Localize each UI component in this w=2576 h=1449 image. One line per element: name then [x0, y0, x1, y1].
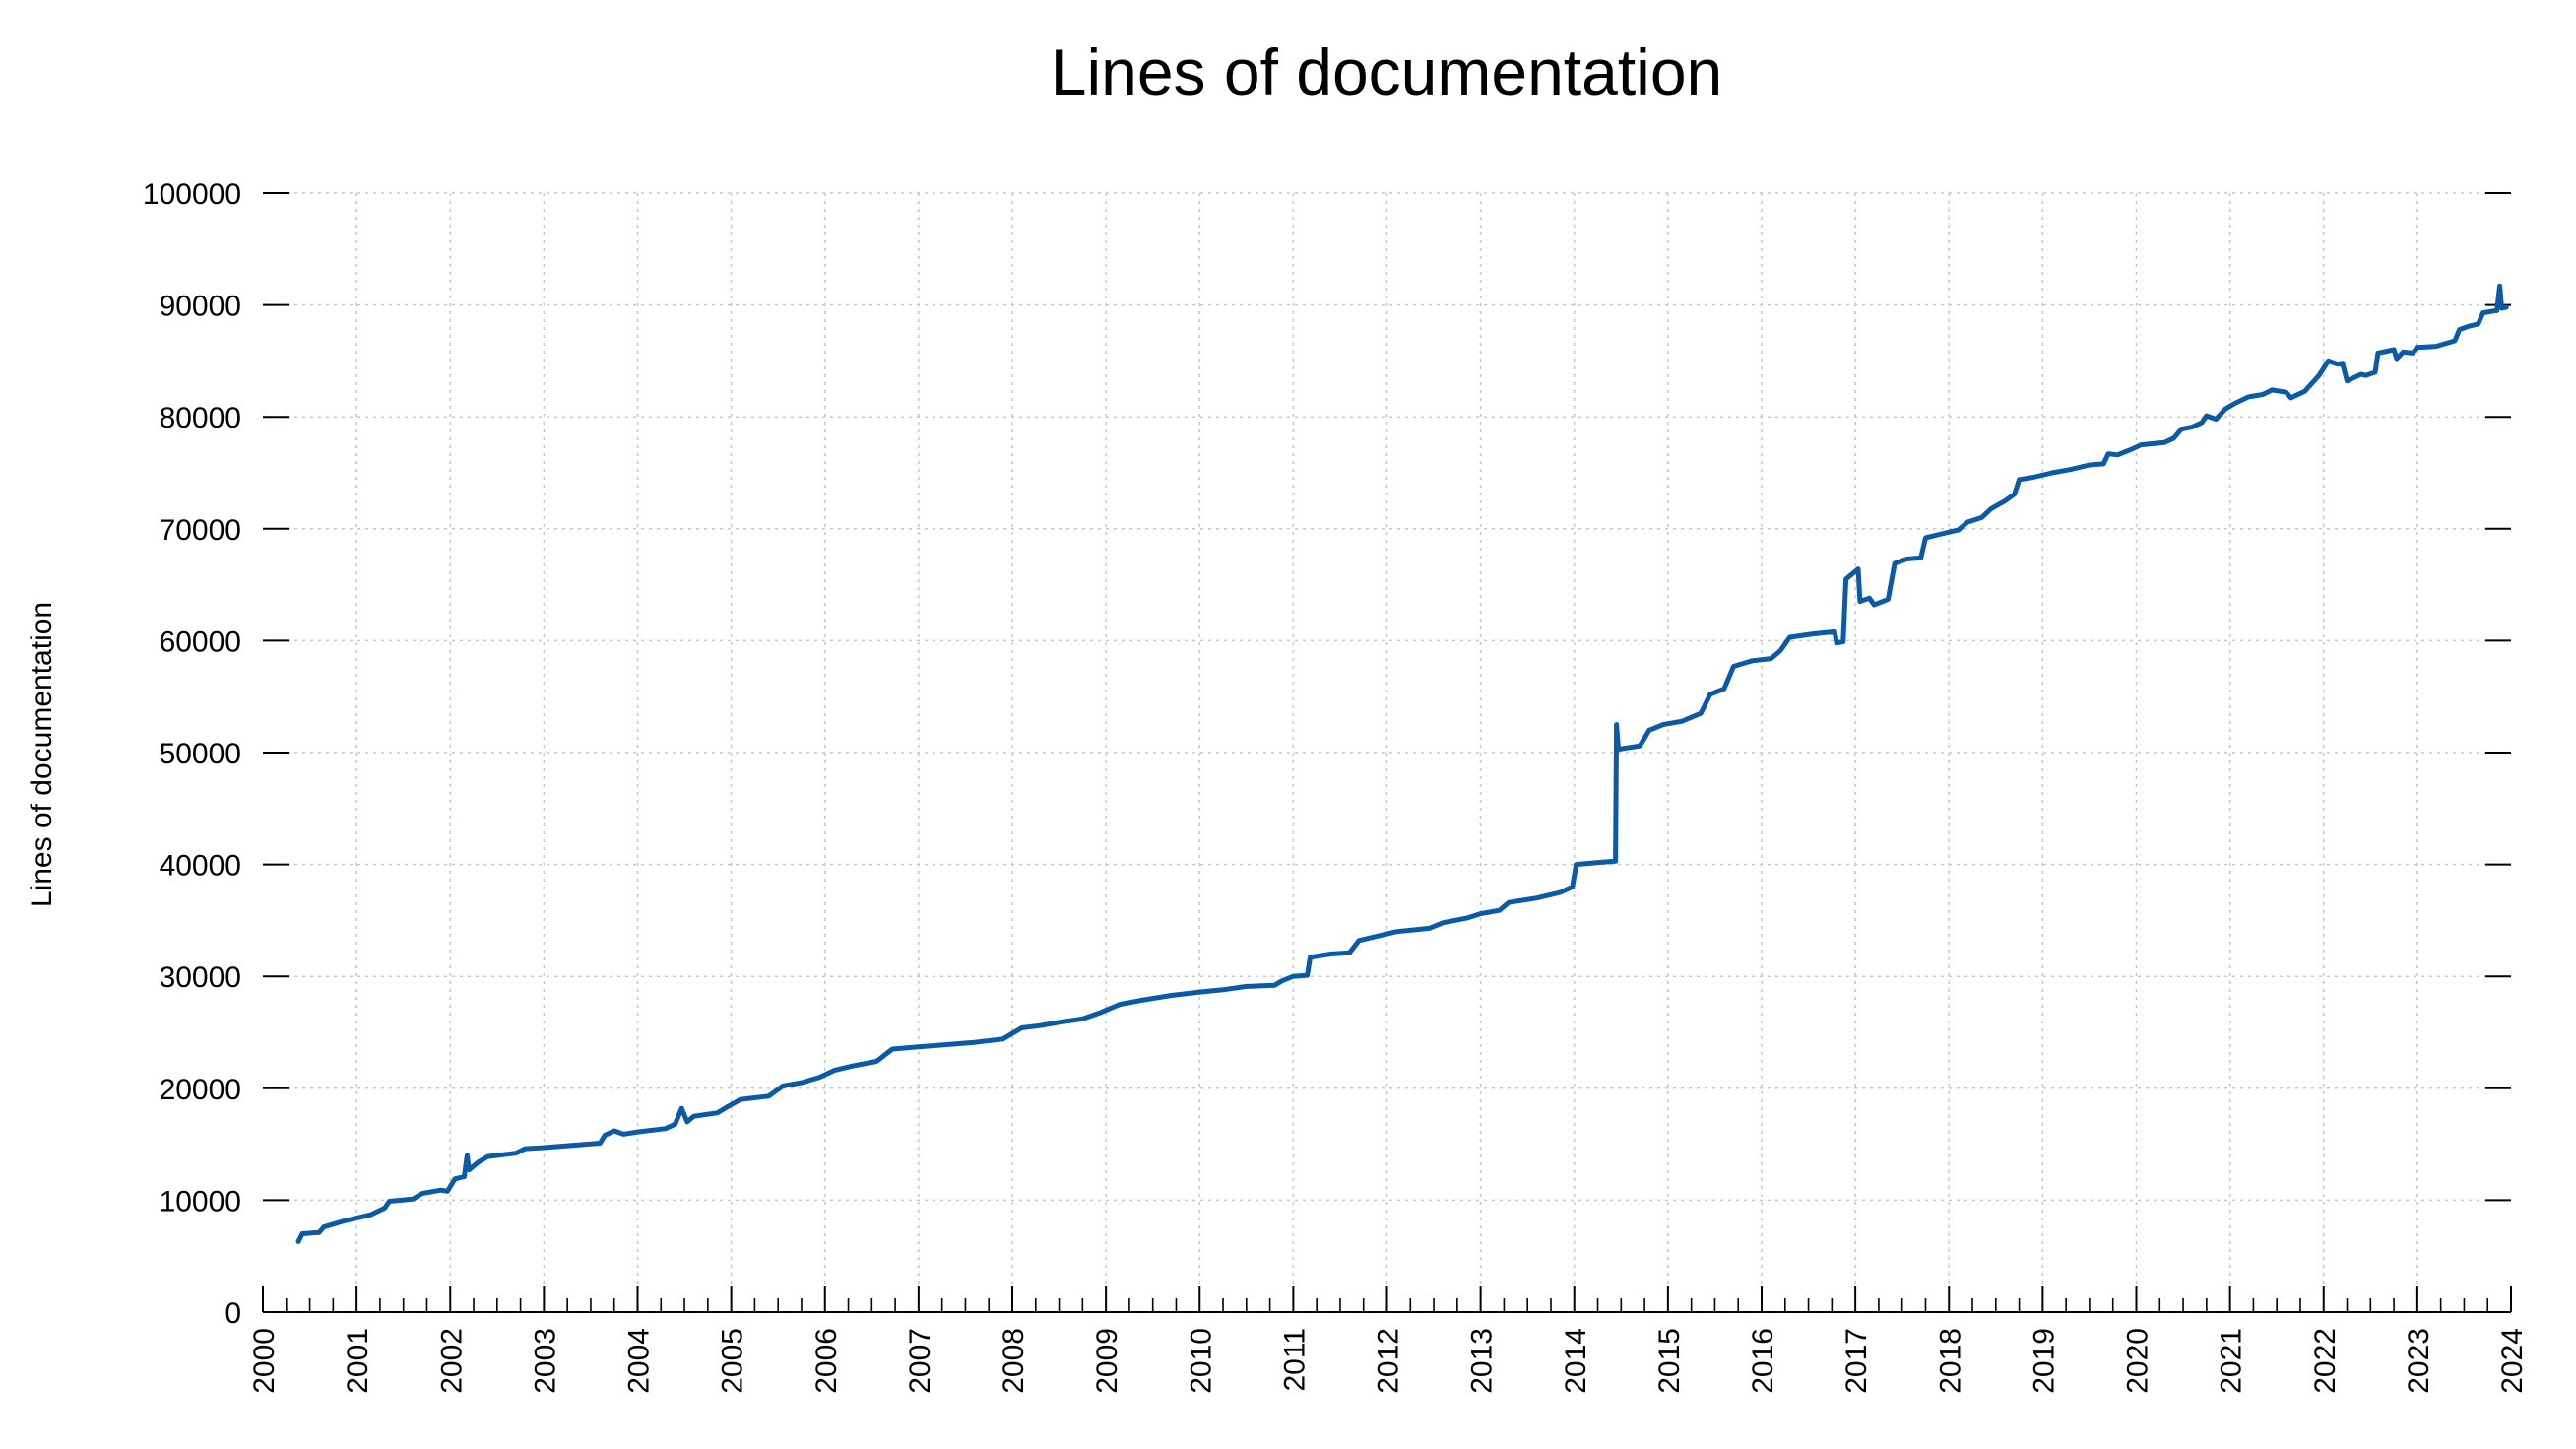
x-tick-label: 2002 [435, 1328, 468, 1394]
x-tick-label: 2008 [998, 1328, 1030, 1394]
y-tick-label: 100000 [143, 178, 241, 211]
y-tick-label: 90000 [160, 291, 241, 323]
y-tick-label: 0 [225, 1297, 241, 1330]
y-tick-label: 40000 [160, 850, 241, 883]
series-line [295, 283, 2509, 1244]
x-tick-label: 2019 [2028, 1328, 2060, 1394]
x-tick-label: 2014 [1560, 1328, 1592, 1394]
y-tick-label: 80000 [160, 402, 241, 434]
x-tick-label: 2010 [1185, 1328, 1217, 1394]
y-tick-label: 60000 [160, 626, 241, 658]
chart-title: Lines of documentation [1051, 35, 1722, 108]
grid-layer [263, 192, 2511, 1312]
x-tick-label: 2012 [1373, 1328, 1405, 1394]
x-tick-label: 2003 [529, 1328, 561, 1394]
series-layer [295, 283, 2509, 1244]
x-tick-label: 2009 [1091, 1328, 1124, 1394]
x-tick-label: 2020 [2122, 1328, 2155, 1394]
y-tick-label: 10000 [160, 1185, 241, 1218]
y-tick-label: 70000 [160, 514, 241, 547]
y-tick-label: 50000 [160, 738, 241, 770]
x-tick-label: 2000 [248, 1328, 281, 1394]
x-tick-label: 2007 [904, 1328, 936, 1394]
x-tick-label: 2016 [1747, 1328, 1779, 1394]
x-tick-label: 2022 [2309, 1328, 2342, 1394]
x-tick-label: 2013 [1466, 1328, 1499, 1394]
x-tick-label: 2024 [2496, 1328, 2529, 1394]
x-tick-label: 2001 [342, 1328, 374, 1394]
x-tick-label: 2023 [2403, 1328, 2435, 1394]
x-tick-label: 2006 [810, 1328, 843, 1394]
x-tick-label: 2017 [1840, 1328, 1873, 1394]
x-tick-label: 2004 [623, 1328, 656, 1394]
y-tick-label: 20000 [160, 1074, 241, 1106]
x-tick-label: 2015 [1653, 1328, 1686, 1394]
x-tick-label: 2011 [1278, 1328, 1311, 1392]
x-tick-label: 2021 [2216, 1328, 2248, 1394]
y-axis-label: Lines of documentation [26, 602, 58, 907]
x-tick-label: 2005 [717, 1328, 749, 1394]
x-tick-label: 2018 [1934, 1328, 1966, 1394]
axes-layer: 0 10000 20000 30000 40000 50000 60000 70000 8000… [143, 178, 2529, 1394]
y-tick-label: 30000 [160, 961, 241, 994]
